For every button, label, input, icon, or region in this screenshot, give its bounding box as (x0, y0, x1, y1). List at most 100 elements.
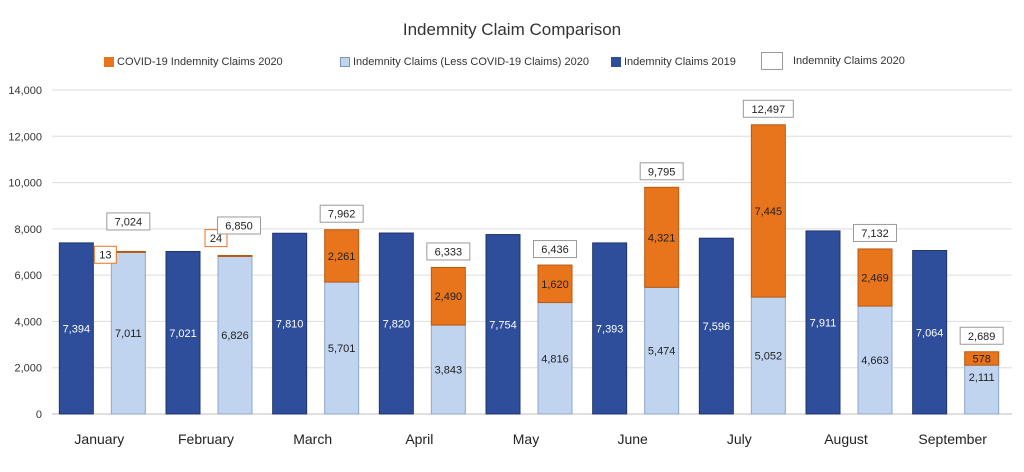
bar-label-2019: 7,394 (63, 323, 91, 335)
bar-2019[interactable] (698, 237, 734, 415)
bar-2020-covid[interactable] (750, 124, 786, 298)
x-category-label: March (293, 431, 332, 447)
bar-label-less-covid: 4,816 (541, 353, 569, 365)
y-tick-label: 8,000 (14, 224, 42, 236)
legend-item-covid: COVID-19 Indemnity Claims 2020 (104, 56, 283, 68)
bar-2019[interactable] (272, 232, 308, 415)
x-category-label: February (178, 431, 234, 447)
bar-2020-covid[interactable] (644, 186, 680, 288)
bar-label-2019: 7,393 (596, 323, 624, 335)
bar-label-covid: 1,620 (541, 279, 569, 291)
bar-2020-covid[interactable] (964, 351, 1000, 366)
legend-label-less-covid: Indemnity Claims (Less COVID-19 Claims) … (353, 56, 589, 68)
total-2020-label: 12,497 (752, 104, 786, 116)
bar-label-covid: 4,321 (648, 232, 676, 244)
bar-label-less-covid: 3,843 (435, 365, 463, 377)
bar-2020-less-covid[interactable] (217, 255, 253, 415)
bar-2019[interactable] (805, 230, 841, 415)
total-2020-label: 6,436 (541, 244, 569, 256)
bar-2020-covid[interactable] (217, 254, 253, 257)
bar-2020-less-covid[interactable] (324, 281, 360, 415)
x-category-label: January (74, 431, 124, 447)
total-2020-label: 9,795 (648, 166, 676, 178)
y-tick-label: 4,000 (14, 316, 42, 328)
legend-label-2020: Indemnity Claims 2020 (793, 55, 905, 67)
x-category-label: September (918, 431, 987, 447)
bar-label-covid: 7,445 (755, 206, 783, 218)
total-2020-label-box (106, 212, 151, 231)
bar-label-2019: 7,064 (916, 327, 944, 339)
legend-item-less-covid: Indemnity Claims (Less COVID-19 Claims) … (340, 56, 589, 68)
bar-label-2019: 7,754 (489, 319, 517, 331)
total-2020-label-box (533, 240, 577, 259)
y-tick-label: 6,000 (14, 270, 42, 282)
bar-label-covid: 578 (972, 353, 990, 365)
bar-label-covid: 13 (99, 250, 111, 262)
x-category-label: July (727, 431, 752, 447)
bar-2020-less-covid[interactable] (110, 251, 146, 415)
y-tick-label: 12,000 (8, 131, 42, 143)
bar-2019[interactable] (912, 250, 948, 415)
total-2020-label-box (426, 242, 471, 261)
bar-2019[interactable] (592, 242, 628, 415)
bar-2020-covid[interactable] (430, 266, 466, 326)
bar-label-covid: 2,469 (861, 273, 889, 285)
total-2020-label-box (639, 162, 684, 181)
y-tick-label: 0 (36, 409, 42, 421)
bar-label-covid-box (93, 245, 117, 264)
bar-2020-covid[interactable] (324, 229, 360, 283)
bar-label-2019: 7,021 (169, 328, 197, 340)
bar-label-2019: 7,820 (383, 319, 411, 331)
bar-2020-less-covid[interactable] (537, 302, 573, 415)
legend-swatch-less-covid (340, 57, 350, 67)
bar-2019[interactable] (58, 242, 94, 415)
total-2020-label: 6,850 (225, 220, 253, 232)
total-2020-label-box (319, 204, 364, 223)
bar-2020-less-covid[interactable] (750, 296, 786, 415)
total-2020-label-box (959, 326, 1004, 345)
bar-label-less-covid: 5,052 (755, 351, 783, 363)
x-category-label: August (824, 431, 868, 447)
chart-title: Indemnity Claim Comparison (402, 20, 622, 39)
bar-label-less-covid: 4,663 (861, 355, 889, 367)
total-2020-label-box (853, 223, 897, 242)
y-tick-label: 2,000 (14, 363, 42, 375)
bar-label-2019: 7,810 (276, 319, 304, 331)
bar-2020-covid[interactable] (537, 264, 573, 304)
bar-label-less-covid: 2,111 (969, 372, 995, 384)
bar-2020-less-covid[interactable] (964, 364, 1000, 415)
legend: COVID-19 Indemnity Claims 2020 Indemnity… (0, 52, 1024, 76)
x-category-label: May (513, 431, 539, 447)
bar-label-2019: 7,596 (703, 321, 731, 333)
bar-label-2019: 7,911 (810, 317, 837, 329)
bar-label-covid: 24 (210, 233, 222, 245)
legend-label-2019: Indemnity Claims 2019 (624, 56, 736, 68)
x-category-label: April (405, 431, 433, 447)
legend-swatch-2020 (761, 52, 783, 70)
bar-2020-covid[interactable] (857, 248, 893, 307)
legend-item-2020: Indemnity Claims 2020 (761, 52, 905, 70)
legend-swatch-covid (104, 57, 114, 67)
x-category-label: June (617, 431, 648, 447)
total-2020-label: 2,689 (968, 331, 996, 343)
bar-2019[interactable] (165, 251, 201, 415)
total-2020-label: 7,024 (115, 216, 143, 228)
y-tick-label: 10,000 (8, 178, 42, 190)
total-2020-label: 7,962 (328, 209, 356, 221)
bar-2019[interactable] (485, 234, 521, 415)
bar-label-less-covid: 6,826 (221, 330, 249, 342)
bar-label-less-covid: 5,474 (648, 346, 676, 358)
bar-label-covid: 2,490 (435, 291, 463, 303)
bar-label-less-covid: 7,011 (115, 328, 142, 340)
bar-label-covid: 2,261 (328, 251, 356, 263)
total-2020-label-box (217, 216, 261, 235)
total-2020-label-box (742, 99, 794, 118)
total-2020-label: 7,132 (861, 228, 889, 240)
total-2020-label: 6,333 (435, 246, 463, 258)
bar-label-less-covid: 5,701 (328, 343, 356, 355)
legend-swatch-2019 (611, 57, 621, 67)
bar-2019[interactable] (378, 232, 414, 415)
legend-label-covid: COVID-19 Indemnity Claims 2020 (117, 56, 283, 68)
y-tick-label: 14,000 (8, 85, 42, 97)
